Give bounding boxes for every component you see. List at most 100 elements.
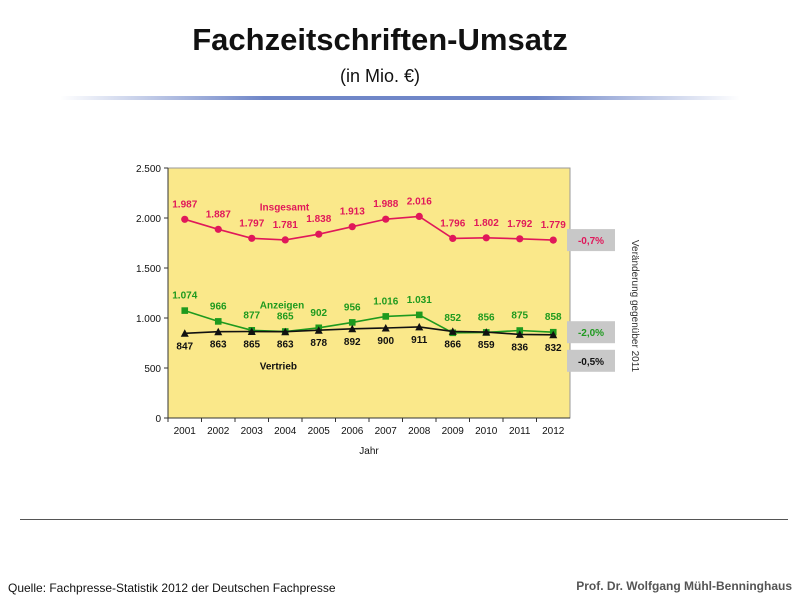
plot-area xyxy=(167,167,571,419)
series-name-label: Insgesamt xyxy=(260,202,310,213)
series-name-label: Vertrieb xyxy=(260,362,297,373)
data-label: 1.796 xyxy=(440,218,465,229)
slide-subtitle: (in Mio. €) xyxy=(339,66,420,86)
change-badge xyxy=(567,229,615,252)
data-point xyxy=(348,319,356,326)
data-label: 911 xyxy=(411,335,428,346)
data-label: 858 xyxy=(545,312,562,323)
data-point xyxy=(415,212,423,220)
data-point xyxy=(315,230,323,238)
data-label: 1.802 xyxy=(474,218,499,229)
data-label: 956 xyxy=(344,302,361,313)
y-tick-label: 2.000 xyxy=(136,214,161,225)
data-label: 877 xyxy=(243,310,260,321)
data-label: 863 xyxy=(210,340,227,351)
data-label: 852 xyxy=(444,313,461,324)
change-badge xyxy=(567,349,615,372)
data-point xyxy=(415,311,423,319)
data-point xyxy=(449,234,457,242)
x-tick-label: 2008 xyxy=(408,426,431,437)
data-label: 1.031 xyxy=(407,295,432,306)
data-point xyxy=(482,234,490,242)
data-point xyxy=(382,313,390,320)
y-tick-label: 500 xyxy=(144,364,161,375)
data-point xyxy=(281,327,290,336)
slide-title: Fachzeitschriften-Umsatz xyxy=(192,22,568,57)
series-name-label: Anzeigen xyxy=(260,300,304,311)
data-label: 1.987 xyxy=(172,199,197,210)
x-tick-label: 2012 xyxy=(542,426,565,437)
data-point xyxy=(382,215,390,223)
data-point xyxy=(348,324,357,333)
data-label: 892 xyxy=(344,337,361,348)
data-label: 1.792 xyxy=(507,219,532,230)
data-point xyxy=(214,318,222,325)
data-label: 902 xyxy=(310,308,327,319)
data-point xyxy=(247,327,256,335)
change-badge xyxy=(567,321,615,344)
y-tick-label: 1.000 xyxy=(136,314,161,325)
data-point xyxy=(515,330,524,338)
change-badge-label: -2,0% xyxy=(578,328,604,339)
data-label: 1.887 xyxy=(206,209,231,220)
side-note-label: Veränderung gegenüber 2011 xyxy=(629,240,640,373)
data-label: 1.781 xyxy=(273,220,298,231)
data-point xyxy=(516,235,524,243)
data-label: 832 xyxy=(545,343,562,354)
data-point xyxy=(180,329,189,337)
data-point xyxy=(415,322,424,331)
data-label: 878 xyxy=(310,338,327,349)
x-tick-label: 2004 xyxy=(274,426,297,437)
x-tick-label: 2006 xyxy=(341,426,364,437)
data-point xyxy=(214,327,223,336)
data-label: 875 xyxy=(511,311,528,322)
data-label: 1.074 xyxy=(172,291,197,302)
data-label: 1.779 xyxy=(541,220,566,231)
data-label: 856 xyxy=(478,312,495,323)
data-point xyxy=(482,328,491,336)
x-tick-label: 2005 xyxy=(308,426,331,437)
x-tick-label: 2009 xyxy=(442,426,465,437)
change-badge-label: -0,7% xyxy=(578,236,604,247)
data-point xyxy=(281,236,289,244)
data-label: 1.797 xyxy=(239,218,264,229)
data-point xyxy=(549,236,557,244)
change-badge-label: -0,5% xyxy=(578,357,604,368)
x-tick-label: 2011 xyxy=(509,426,531,437)
data-label: 865 xyxy=(243,340,260,351)
data-label: 1.016 xyxy=(373,296,398,307)
source-note: Quelle: Fachpresse-Statistik 2012 der De… xyxy=(8,581,336,595)
y-tick-label: 0 xyxy=(155,414,161,425)
data-point xyxy=(448,327,457,335)
data-label: 2.016 xyxy=(407,196,432,207)
y-tick-label: 1.500 xyxy=(136,264,161,275)
data-point xyxy=(214,225,222,233)
data-label: 900 xyxy=(377,336,394,347)
data-point xyxy=(348,223,356,231)
data-point xyxy=(381,324,390,332)
x-tick-label: 2007 xyxy=(375,426,398,437)
data-point xyxy=(549,330,558,339)
x-tick-label: 2002 xyxy=(207,426,230,437)
data-label: 1.988 xyxy=(373,199,398,210)
x-axis-label: Jahr xyxy=(359,446,379,457)
data-point xyxy=(248,234,256,242)
data-point xyxy=(181,307,189,314)
data-label: 865 xyxy=(277,312,294,323)
data-label: 836 xyxy=(511,342,528,353)
x-tick-label: 2001 xyxy=(174,426,197,437)
series-line-vertrieb xyxy=(184,326,554,336)
data-point xyxy=(181,215,189,223)
y-tick-label: 2.500 xyxy=(136,164,161,175)
data-label: 866 xyxy=(444,339,461,350)
footer-divider xyxy=(20,519,788,520)
title-divider xyxy=(60,96,740,100)
author-credit: Prof. Dr. Wolfgang Mühl-Benninghaus xyxy=(576,579,792,593)
data-label: 863 xyxy=(277,340,294,351)
data-label: 847 xyxy=(176,341,193,352)
data-label: 966 xyxy=(210,301,227,312)
data-label: 1.838 xyxy=(306,214,331,225)
x-tick-label: 2010 xyxy=(475,426,498,437)
data-point xyxy=(314,326,323,334)
